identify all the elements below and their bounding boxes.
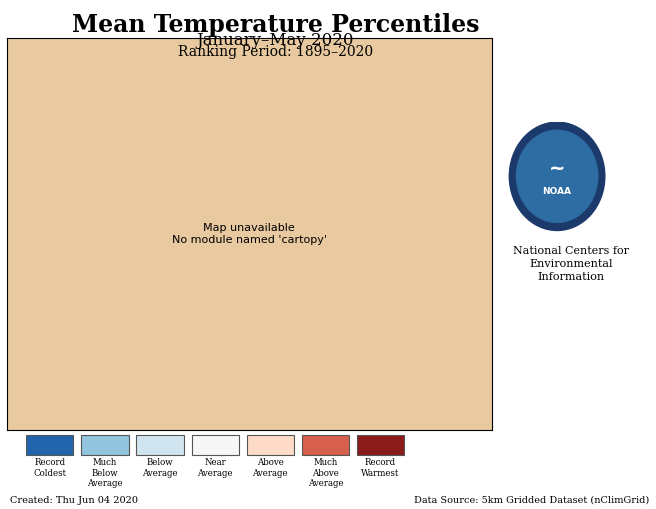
Text: Below
Average: Below Average <box>142 458 178 478</box>
Bar <box>136 435 184 455</box>
Circle shape <box>509 122 605 231</box>
Text: Record
Coldest: Record Coldest <box>33 458 66 478</box>
Bar <box>302 435 349 455</box>
Bar <box>247 435 294 455</box>
Text: ~: ~ <box>549 159 565 178</box>
Text: January–May 2020: January–May 2020 <box>197 32 354 49</box>
Text: Mean Temperature Percentiles: Mean Temperature Percentiles <box>72 13 480 37</box>
Circle shape <box>516 130 598 222</box>
Text: Ranking Period: 1895–2020: Ranking Period: 1895–2020 <box>178 45 373 59</box>
Text: Record
Warmest: Record Warmest <box>361 458 400 478</box>
Text: Much
Below
Average: Much Below Average <box>87 458 123 488</box>
Bar <box>26 435 73 455</box>
Text: Data Source: 5km Gridded Dataset (nClimGrid): Data Source: 5km Gridded Dataset (nClimG… <box>414 496 649 505</box>
Bar <box>81 435 129 455</box>
Text: NOAA: NOAA <box>543 187 571 196</box>
Text: National Centers for
Environmental
Information: National Centers for Environmental Infor… <box>513 246 628 282</box>
Text: Near
Average: Near Average <box>197 458 233 478</box>
Bar <box>357 435 404 455</box>
Text: Above
Average: Above Average <box>253 458 288 478</box>
Text: Created: Thu Jun 04 2020: Created: Thu Jun 04 2020 <box>10 496 138 505</box>
Text: Much
Above
Average: Much Above Average <box>308 458 343 488</box>
Text: Map unavailable
No module named 'cartopy': Map unavailable No module named 'cartopy… <box>172 223 327 245</box>
Bar <box>192 435 239 455</box>
